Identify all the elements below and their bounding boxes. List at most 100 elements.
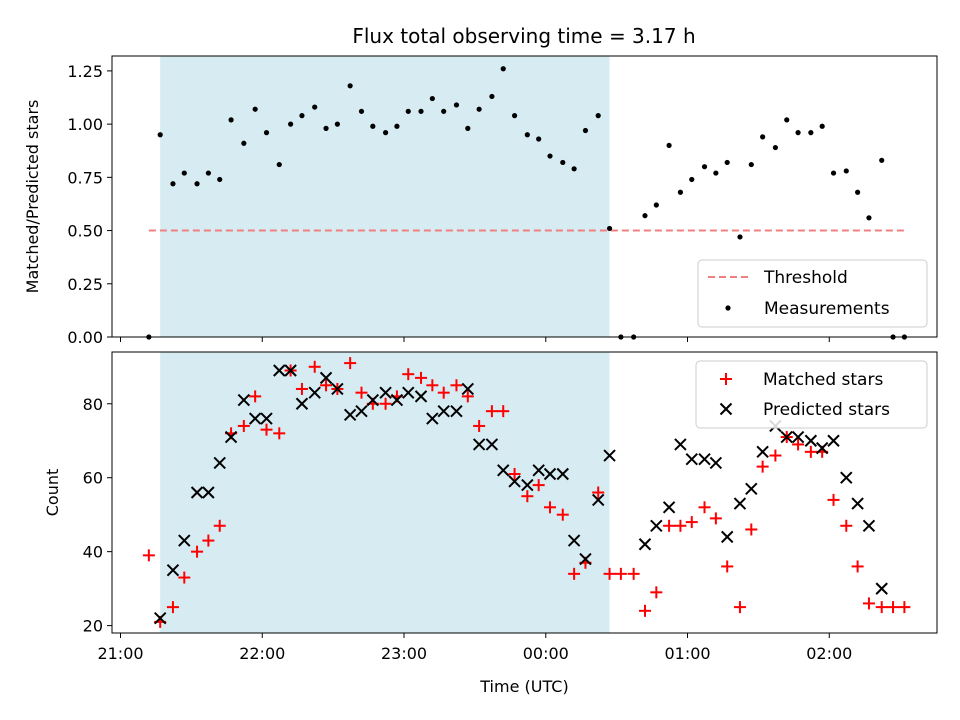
measurement-point: [511, 113, 518, 119]
bottom-y-tick-label: 80: [83, 395, 103, 414]
measurement-point: [405, 108, 411, 114]
predicted-star-point: [508, 475, 521, 488]
matched-star-point: [295, 382, 308, 395]
predicted-star-point: [815, 441, 829, 455]
top-y-tick-label: 1.25: [67, 62, 103, 81]
predicted-star-point: [556, 467, 569, 481]
matched-star-point: [485, 405, 498, 418]
predicted-legend-swatch: [719, 402, 733, 416]
chart-title: Flux total observing time = 3.17 h: [352, 24, 695, 48]
predicted-star-point: [284, 364, 297, 377]
measurement-point: [737, 234, 743, 240]
matched-star-point: [614, 567, 627, 580]
predicted-star-point: [213, 456, 226, 470]
predicted-star-point: [543, 467, 557, 481]
measurement-point: [582, 127, 589, 134]
predicted-star-point: [224, 430, 238, 444]
matched-star-point: [249, 390, 262, 403]
predicted-star-point: [685, 453, 698, 466]
matched-star-point: [142, 549, 155, 562]
predicted-star-point: [674, 438, 687, 451]
matched-star-point: [379, 397, 392, 410]
measurement-point: [606, 225, 613, 232]
measurements-points: [146, 66, 907, 340]
matched-star-point: [344, 357, 357, 370]
measurement-point: [299, 113, 305, 119]
predicted-star-point: [840, 471, 853, 484]
predicted-star-point: [497, 464, 510, 477]
predicted-star-point: [366, 393, 380, 407]
measurement-point: [560, 159, 566, 166]
matched-star-point: [415, 371, 428, 384]
measurement-point: [382, 130, 389, 136]
predicted-star-point: [414, 390, 428, 403]
matched-star-point: [273, 427, 286, 440]
measurement-point: [263, 130, 270, 136]
predicted-star-point: [437, 404, 450, 418]
measurement-point: [276, 161, 282, 168]
matched-star-point: [685, 516, 698, 529]
predicted-star-point: [875, 582, 888, 595]
measurement-point: [157, 132, 163, 138]
predicted-star-point: [295, 397, 309, 410]
top-y-ticks: 0.00 0.25 0.50 0.75 1.00 1.25: [67, 62, 112, 347]
measurement-point: [370, 123, 376, 129]
matched-star-point: [450, 379, 463, 392]
measurement-point: [170, 181, 176, 187]
measurement-point: [205, 170, 211, 176]
measurement-point: [358, 108, 365, 114]
top-legend-box: [697, 259, 928, 328]
predicted-star-point: [709, 456, 723, 470]
measurement-point: [879, 157, 885, 163]
matched-star-point: [532, 479, 545, 492]
measurement-point: [465, 125, 471, 131]
predicted-star-point: [698, 453, 711, 466]
bottom-y-tick-label: 40: [83, 543, 103, 562]
bottom-y-axis-label: Count: [43, 469, 62, 517]
predicted-star-point: [426, 412, 439, 425]
matched-star-point: [202, 534, 215, 547]
measurement-point: [808, 130, 814, 136]
matched-star-point: [792, 438, 805, 451]
predicted-star-point: [450, 404, 463, 418]
measurement-point: [441, 108, 447, 114]
predicted-star-point: [720, 530, 734, 544]
predicted-star-point: [319, 371, 333, 385]
matched-star-point: [508, 468, 521, 481]
predicted-star-point: [827, 434, 840, 447]
predicted-star-point: [485, 438, 499, 451]
predicted-star-point: [804, 434, 818, 447]
predicted-star-point: [745, 482, 758, 496]
measurement-point: [524, 132, 530, 138]
matched-star-point: [603, 567, 616, 580]
matched-star-point: [497, 405, 510, 418]
bottom-y-ticks: 20 40 60 80: [83, 395, 112, 636]
matched-star-point: [320, 379, 333, 392]
matched-star-point: [521, 490, 534, 503]
matched-star-point: [213, 519, 226, 532]
measurement-point: [795, 130, 801, 136]
measurement-point: [677, 189, 684, 195]
predicted-star-point: [780, 430, 793, 444]
top-legend: Threshold Measurements: [697, 259, 928, 328]
predicted-star-point: [532, 464, 545, 477]
matched-star-point: [840, 519, 853, 532]
measurements-legend-swatch: [725, 305, 731, 311]
bottom-x-tick-label: 01:00: [664, 644, 710, 663]
x-axis-label: Time (UTC): [479, 677, 568, 696]
measurement-point: [760, 134, 766, 140]
predicted-star-point: [308, 386, 321, 399]
measurement-point: [595, 113, 601, 119]
matched-star-point: [698, 501, 711, 514]
measurement-point: [830, 170, 837, 176]
top-x-ticks: [120, 337, 830, 342]
matched-star-point: [308, 360, 321, 373]
predicted-star-point: [331, 382, 344, 396]
matched-star-point: [166, 601, 179, 614]
top-plot-frame: [111, 55, 938, 338]
bottom-x-tick-label: 22:00: [239, 644, 285, 663]
predicted-legend-label: Predicted stars: [763, 400, 890, 420]
measurement-point: [843, 168, 849, 174]
matched-star-point: [756, 460, 769, 473]
matched-legend-label: Matched stars: [763, 370, 883, 390]
